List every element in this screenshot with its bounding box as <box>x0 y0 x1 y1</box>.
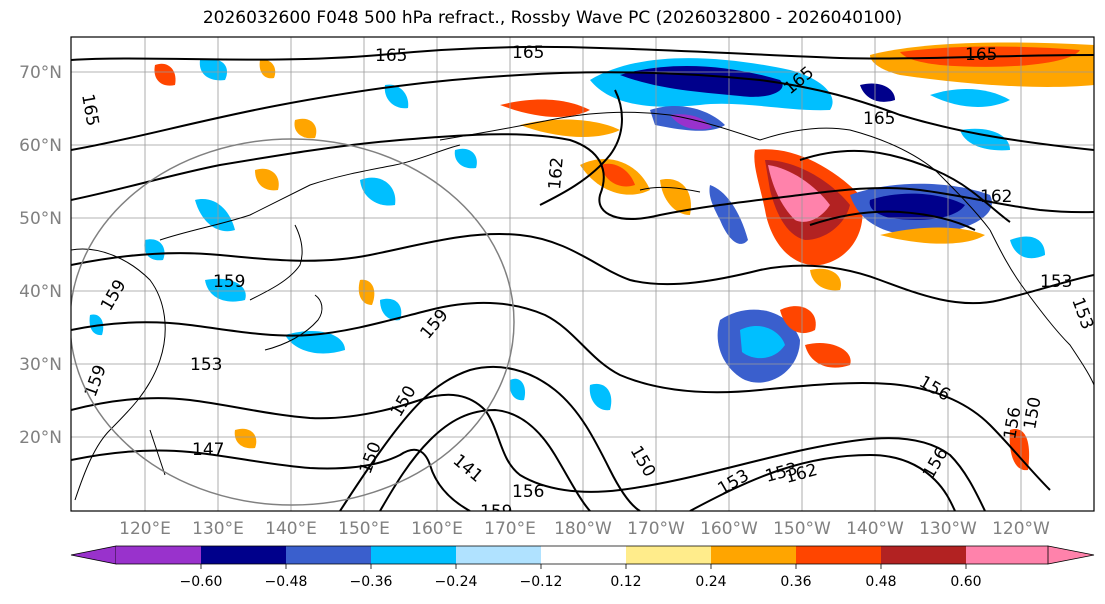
lon-label: 150°W <box>773 519 831 539</box>
shade-north-orange2 <box>520 119 620 137</box>
shade-sub-red2 <box>805 342 851 368</box>
shade-wp-9 <box>255 168 279 191</box>
colorbar-segment <box>286 546 371 564</box>
contour-label: 147 <box>192 440 224 460</box>
shade-goa-pink <box>768 165 830 222</box>
contour-label: 153 <box>190 355 222 375</box>
shade-wp-1 <box>195 199 235 232</box>
contour-label: 165 <box>375 46 407 66</box>
colorbar-segment <box>201 546 286 564</box>
shade-mid-red <box>600 163 635 187</box>
shade-wp-3 <box>285 330 345 354</box>
colorbar-tick-label: −0.36 <box>350 574 393 590</box>
lon-label: 150°E <box>338 519 390 539</box>
coastlines <box>71 111 1094 501</box>
shade-mid-orange2 <box>660 179 691 215</box>
shade-wp-10 <box>294 118 317 139</box>
colorbar-tick-label: 0.24 <box>695 574 726 590</box>
contour-label: 153 <box>1040 272 1072 292</box>
shade-sub-orange <box>780 306 816 334</box>
colorbar-tick-label: 0.60 <box>950 574 981 590</box>
lat-label: 40°N <box>19 282 62 302</box>
lon-label: 120°E <box>119 519 171 539</box>
graticule <box>71 37 1094 511</box>
lon-label: 120°W <box>992 519 1050 539</box>
colorbar-segment <box>456 546 541 564</box>
lon-label: 160°E <box>411 519 463 539</box>
lat-labels: 70°N 60°N 50°N 40°N 30°N 20°N <box>19 63 62 448</box>
map-title: 2026032600 F048 500 hPa refract., Rossby… <box>202 8 903 28</box>
shade-wp-7 <box>199 58 228 81</box>
colorbar-segment <box>711 546 796 564</box>
contour-label: 162 <box>980 187 1012 207</box>
colorbar-tick-label: −0.12 <box>520 574 563 590</box>
colorbar-extend-left <box>70 545 117 565</box>
shade-wp-8 <box>384 84 409 109</box>
shade-wp-6 <box>154 63 176 86</box>
contour-label: 159 <box>480 502 512 522</box>
map-frame <box>70 36 1095 512</box>
shade-wp-19 <box>259 59 276 79</box>
shade-wp-11 <box>358 279 375 305</box>
colorbar-tick-label: −0.48 <box>265 574 308 590</box>
lon-label: 130°W <box>919 519 977 539</box>
shade-east-navy <box>869 193 965 220</box>
lon-label: 140°W <box>846 519 904 539</box>
colorbar: −0.60 −0.48 −0.36 −0.24 −0.12 0.12 0.24 … <box>70 545 1095 590</box>
colorbar-segment <box>116 546 201 564</box>
lon-label: 180°W <box>554 519 612 539</box>
shaded-fields <box>89 42 1094 471</box>
colorbar-segment <box>966 546 1048 564</box>
colorbar-tick-label: 0.48 <box>865 574 896 590</box>
colorbar-segment <box>371 546 456 564</box>
shade-wp-5 <box>360 177 396 206</box>
contour-label: 165 <box>965 45 997 65</box>
lon-label: 160°W <box>700 519 758 539</box>
shade-north-purple <box>670 114 712 130</box>
lon-label: 170°E <box>484 519 536 539</box>
contour-label: 165 <box>863 109 895 129</box>
colorbar-tick-label: −0.24 <box>435 574 478 590</box>
shade-wp-13 <box>1009 429 1030 471</box>
contour-label: 159 <box>213 272 245 292</box>
shade-wp-2 <box>205 278 246 302</box>
shade-east-orange <box>880 227 985 244</box>
lat-label: 70°N <box>19 63 62 83</box>
colorbar-ticks <box>200 564 967 569</box>
colorbar-tick-label: −0.60 <box>180 574 223 590</box>
shade-wp-14 <box>509 378 526 401</box>
contour-label: 156 <box>512 482 544 502</box>
colorbar-segment <box>881 546 966 564</box>
colorbar-extend-right <box>1047 545 1095 565</box>
lon-label: 130°E <box>192 519 244 539</box>
shade-wp-12 <box>234 428 257 449</box>
contour-label: 165 <box>512 43 544 63</box>
shade-sub-orange3 <box>810 268 841 291</box>
colorbar-tick-label: 0.12 <box>610 574 641 590</box>
colorbar-segment <box>796 546 881 564</box>
map-content: 165 165 165 165 165 165 162 162 159 159 … <box>71 37 1094 522</box>
contour-label: 162 <box>545 156 568 190</box>
colorbar-tick-label: 0.36 <box>780 574 811 590</box>
shade-ne-navy <box>860 83 895 102</box>
shade-west-coast-blue <box>1010 236 1045 259</box>
shade-wp-16 <box>454 148 477 169</box>
lon-labels: 120°E 130°E 140°E 150°E 160°E 170°E 180°… <box>119 519 1050 539</box>
wave-circle <box>71 138 515 506</box>
colorbar-segment <box>626 546 711 564</box>
lon-label: 140°E <box>265 519 317 539</box>
shade-wp-4 <box>380 298 402 321</box>
shade-north-orange <box>500 99 590 117</box>
shade-wp-15 <box>589 383 612 411</box>
shade-sub-sky <box>740 325 785 359</box>
lon-label: 170°W <box>627 519 685 539</box>
shade-ne-blue <box>930 88 1010 107</box>
colorbar-segment <box>541 546 626 564</box>
lat-label: 50°N <box>19 209 62 229</box>
lat-label: 30°N <box>19 355 62 375</box>
lat-label: 60°N <box>19 136 62 156</box>
height-contours <box>71 45 1094 511</box>
lat-label: 20°N <box>19 428 62 448</box>
